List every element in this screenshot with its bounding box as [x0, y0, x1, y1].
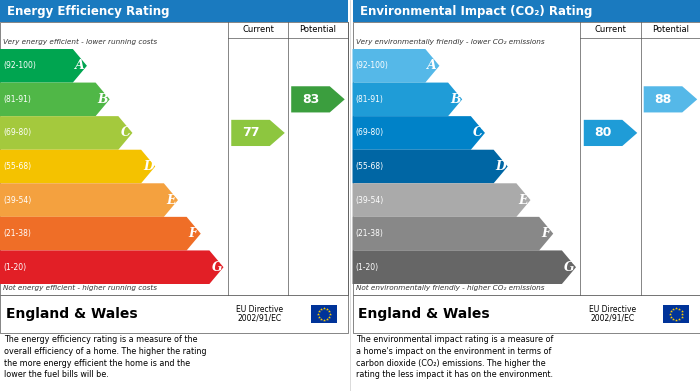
Polygon shape [0, 49, 87, 83]
Text: F: F [189, 227, 197, 240]
Text: (1-20): (1-20) [3, 263, 26, 272]
Polygon shape [353, 150, 508, 183]
Text: Environmental Impact (CO₂) Rating: Environmental Impact (CO₂) Rating [360, 5, 592, 18]
Text: England & Wales: England & Wales [6, 307, 138, 321]
Polygon shape [644, 86, 697, 113]
Text: (69-80): (69-80) [3, 128, 31, 137]
Bar [353, 0, 700, 22]
Text: 77: 77 [241, 126, 259, 140]
Polygon shape [231, 120, 285, 146]
Text: Energy Efficiency Rating: Energy Efficiency Rating [7, 5, 169, 18]
Text: Current: Current [242, 25, 274, 34]
Text: G: G [211, 261, 222, 274]
Text: Potential: Potential [300, 25, 337, 34]
Text: (21-38): (21-38) [3, 229, 31, 238]
Text: (55-68): (55-68) [3, 162, 31, 171]
Text: Not energy efficient - higher running costs: Not energy efficient - higher running co… [3, 285, 157, 291]
Polygon shape [0, 83, 110, 116]
Text: EU Directive: EU Directive [589, 305, 636, 314]
Polygon shape [0, 183, 178, 217]
Text: (92-100): (92-100) [356, 61, 389, 70]
Text: Current: Current [594, 25, 626, 34]
Text: (1-20): (1-20) [356, 263, 379, 272]
Text: (55-68): (55-68) [356, 162, 384, 171]
Polygon shape [0, 217, 201, 250]
Text: B: B [450, 93, 461, 106]
Text: (39-54): (39-54) [3, 196, 31, 204]
Polygon shape [584, 120, 637, 146]
Bar [0, 295, 347, 333]
Text: Very energy efficient - lower running costs: Very energy efficient - lower running co… [3, 39, 157, 45]
Bar [664, 305, 690, 323]
Text: The energy efficiency rating is a measure of the
overall efficiency of a home. T: The energy efficiency rating is a measur… [4, 335, 206, 379]
Text: (81-91): (81-91) [356, 95, 384, 104]
Polygon shape [0, 116, 132, 150]
Text: D: D [496, 160, 507, 173]
Text: 2002/91/EC: 2002/91/EC [238, 314, 282, 323]
Polygon shape [353, 49, 440, 83]
Text: (81-91): (81-91) [3, 95, 31, 104]
Text: EU Directive: EU Directive [237, 305, 284, 314]
Polygon shape [0, 150, 155, 183]
Text: 83: 83 [302, 93, 319, 106]
Text: Potential: Potential [652, 25, 689, 34]
Polygon shape [353, 183, 531, 217]
Text: E: E [519, 194, 528, 206]
Text: G: G [564, 261, 575, 274]
Text: C: C [120, 126, 130, 140]
Text: (39-54): (39-54) [356, 196, 384, 204]
Polygon shape [353, 116, 485, 150]
Text: B: B [98, 93, 108, 106]
Text: 2002/91/EC: 2002/91/EC [591, 314, 635, 323]
Text: 80: 80 [594, 126, 612, 140]
Polygon shape [353, 217, 553, 250]
Text: A: A [75, 59, 85, 72]
Text: Not environmentally friendly - higher CO₂ emissions: Not environmentally friendly - higher CO… [356, 285, 544, 291]
Text: 88: 88 [654, 93, 671, 106]
Text: England & Wales: England & Wales [358, 307, 490, 321]
Text: (21-38): (21-38) [356, 229, 384, 238]
Text: Very environmentally friendly - lower CO₂ emissions: Very environmentally friendly - lower CO… [356, 39, 544, 45]
Bar [311, 305, 337, 323]
Text: F: F [541, 227, 550, 240]
Polygon shape [353, 83, 462, 116]
Bar [353, 295, 700, 333]
Text: A: A [428, 59, 438, 72]
Text: (69-80): (69-80) [356, 128, 384, 137]
Polygon shape [0, 250, 223, 284]
Polygon shape [353, 250, 576, 284]
Text: The environmental impact rating is a measure of
a home's impact on the environme: The environmental impact rating is a mea… [356, 335, 554, 379]
Text: D: D [144, 160, 154, 173]
Polygon shape [291, 86, 344, 113]
Bar [353, 22, 700, 295]
Text: E: E [166, 194, 176, 206]
Text: C: C [473, 126, 483, 140]
Bar [0, 0, 347, 22]
Bar [0, 22, 347, 295]
Text: (92-100): (92-100) [3, 61, 36, 70]
